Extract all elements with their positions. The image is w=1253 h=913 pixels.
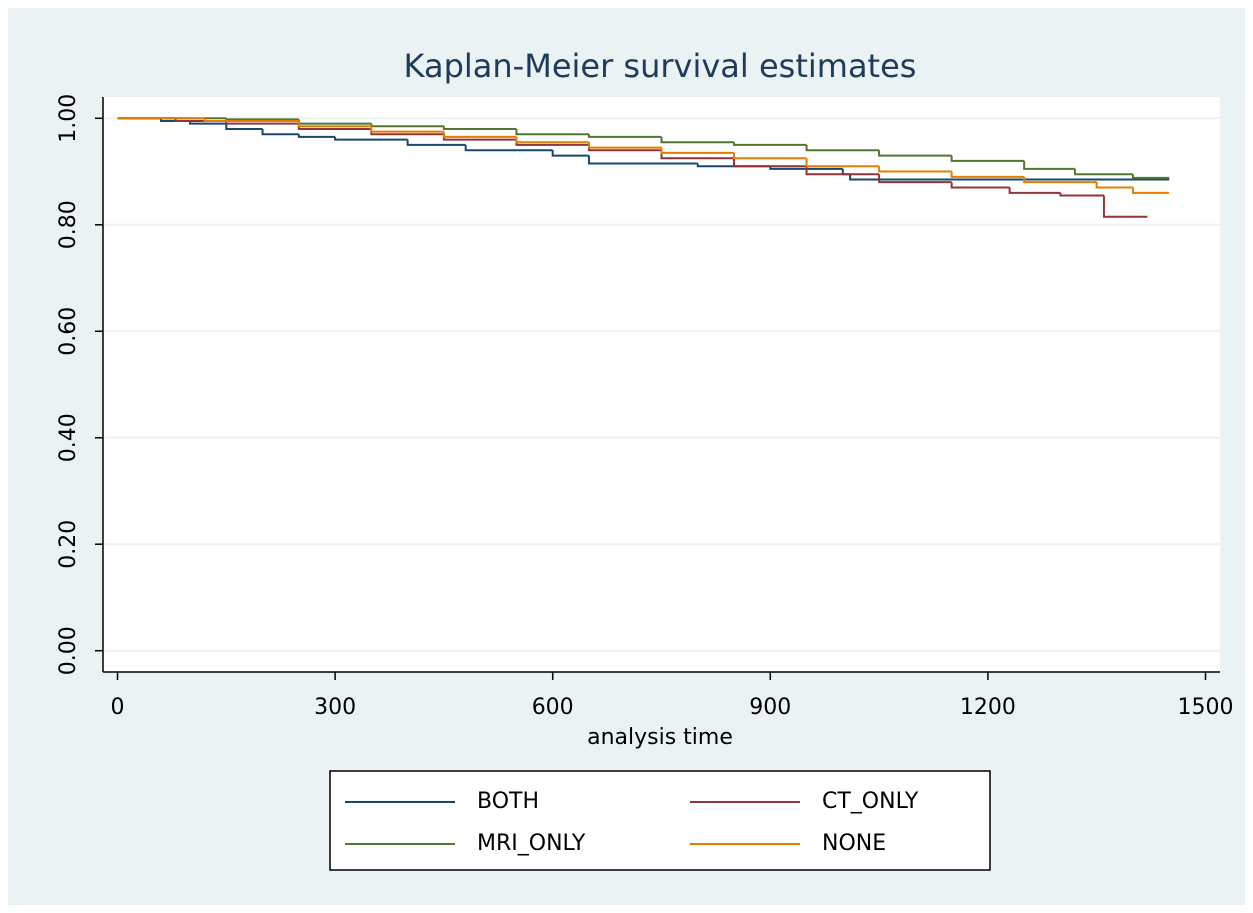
survival-step	[1008, 187, 1061, 194]
x-tick-label: 600	[532, 695, 574, 720]
survival-step	[1073, 168, 1133, 176]
survival-step	[878, 174, 952, 184]
survival-step	[805, 166, 880, 176]
survival-step	[1023, 160, 1075, 170]
survival-step	[950, 155, 1025, 162]
plot-area	[103, 97, 1220, 672]
survival-step	[225, 123, 263, 130]
survival-step	[515, 136, 589, 144]
y-tick-label: 0.20	[56, 520, 81, 569]
survival-step	[733, 152, 807, 160]
survival-step	[878, 166, 952, 173]
survival-step	[406, 139, 466, 146]
survival-step	[1131, 187, 1170, 194]
legend-label: CT_ONLY	[822, 789, 919, 814]
legend-label: MRI_ONLY	[477, 831, 586, 856]
survival-step	[950, 182, 1010, 189]
survival-step	[1095, 182, 1133, 189]
survival-step	[660, 136, 735, 144]
survival-step	[1023, 176, 1097, 184]
y-tick-label: 1.00	[56, 94, 81, 143]
y-tick-label: 0.60	[56, 307, 81, 356]
survival-step	[203, 118, 299, 122]
y-tick-label: 0.00	[56, 626, 81, 675]
survival-step	[660, 147, 735, 154]
x-tick-label: 300	[314, 695, 356, 720]
survival-step	[297, 120, 372, 128]
survival-step	[515, 128, 589, 136]
x-tick-label: 1200	[960, 695, 1016, 720]
survival-step	[1059, 192, 1104, 197]
x-tick-label: 1500	[1177, 695, 1233, 720]
survival-step	[464, 144, 553, 152]
y-tick-label: 0.40	[56, 413, 81, 462]
survival-step	[261, 128, 299, 136]
survival-step	[334, 136, 408, 141]
survival-step	[733, 158, 807, 168]
survival-step	[1102, 195, 1148, 218]
legend-label: BOTH	[477, 789, 539, 814]
survival-step	[225, 118, 299, 121]
survival-step	[442, 131, 517, 138]
survival-step	[587, 155, 698, 165]
survival-step	[587, 142, 662, 149]
survival-step	[950, 171, 1025, 178]
x-tick-label: 900	[749, 695, 791, 720]
survival-step	[370, 126, 444, 133]
survival-step	[551, 150, 589, 157]
survival-step	[849, 174, 1170, 181]
x-axis-label: analysis time	[587, 725, 733, 750]
y-tick-label: 0.80	[56, 200, 81, 249]
survival-step	[297, 134, 336, 138]
survival-step	[878, 150, 952, 157]
survival-step	[733, 142, 807, 146]
survival-step	[805, 144, 880, 152]
legend-label: NONE	[822, 831, 886, 856]
survival-step	[442, 126, 517, 130]
x-tick-label: 0	[111, 695, 125, 720]
chart-title: Kaplan-Meier survival estimates	[404, 47, 917, 85]
survival-step	[805, 158, 880, 168]
survival-step	[1131, 174, 1170, 179]
legend-box	[329, 770, 991, 871]
survival-step	[587, 134, 662, 138]
